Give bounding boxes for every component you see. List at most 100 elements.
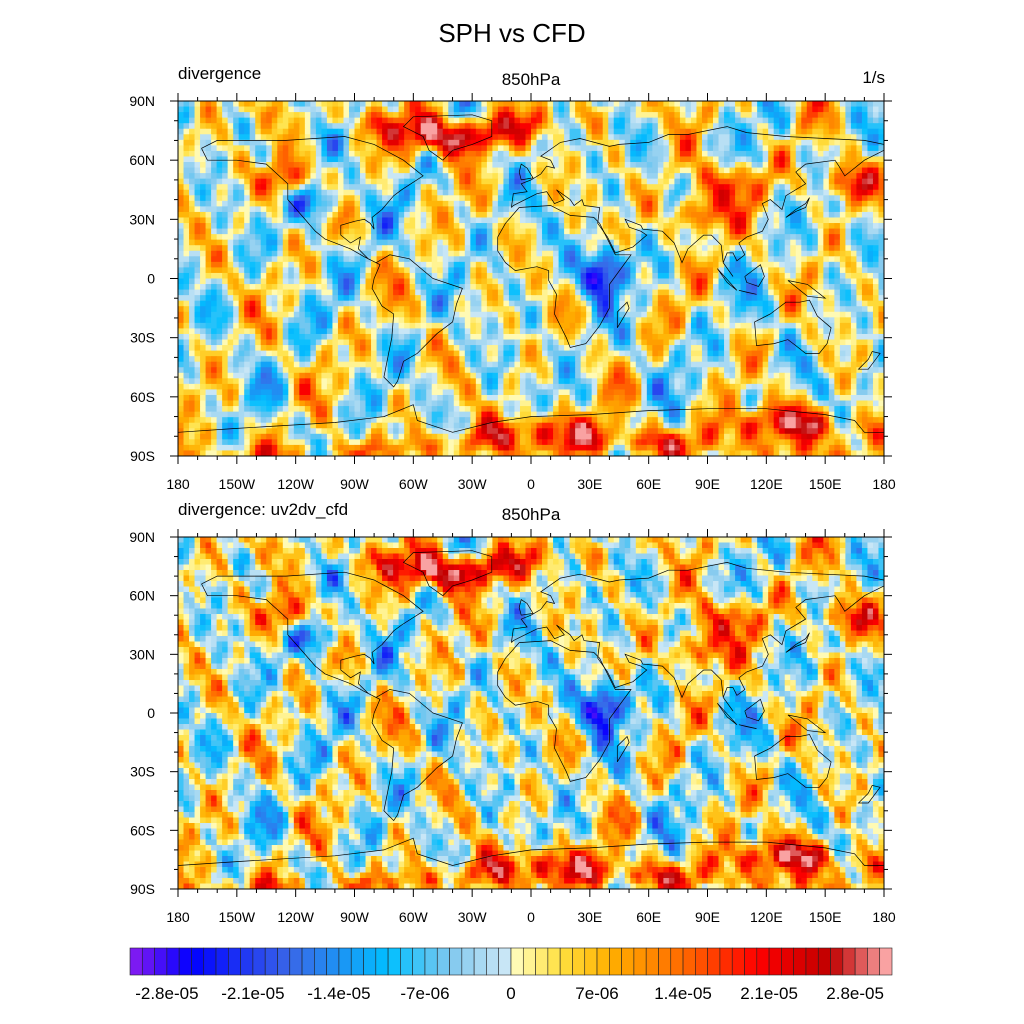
field-cell	[597, 289, 604, 296]
field-cell	[773, 211, 780, 218]
field-cell	[586, 295, 593, 302]
field-cell	[779, 217, 786, 224]
field-cell	[183, 217, 190, 224]
field-cell	[608, 206, 615, 213]
field-cell	[178, 211, 184, 218]
field-cell	[222, 145, 229, 152]
field-cell	[293, 295, 300, 302]
field-cell	[867, 228, 874, 235]
field-cell	[288, 139, 295, 146]
field-cell	[757, 117, 764, 124]
field-cell	[415, 134, 422, 141]
field-cell	[613, 123, 620, 130]
field-cell	[580, 167, 587, 174]
field-cell	[641, 239, 648, 246]
field-cell	[514, 295, 521, 302]
field-cell	[514, 278, 521, 285]
field-cell	[597, 267, 604, 274]
field-cell	[746, 217, 753, 224]
field-cell	[288, 173, 295, 180]
field-cell	[382, 278, 388, 285]
field-cell	[326, 162, 333, 168]
field-cell	[299, 101, 306, 107]
field-cell	[310, 311, 317, 318]
field-cell	[183, 289, 190, 296]
field-cell	[652, 112, 659, 119]
field-cell	[200, 223, 206, 229]
field-cell	[845, 267, 852, 274]
field-cell	[348, 206, 355, 213]
field-cell	[553, 217, 559, 224]
field-cell	[442, 128, 449, 135]
field-cell	[553, 162, 559, 168]
field-cell	[426, 228, 433, 235]
field-cell	[768, 234, 775, 241]
field-cell	[178, 239, 184, 246]
field-cell	[690, 184, 697, 191]
field-cell	[547, 228, 554, 235]
field-cell	[553, 117, 559, 124]
field-cell	[839, 223, 846, 229]
field-cell	[801, 150, 808, 157]
field-cell	[337, 256, 344, 263]
field-cell	[801, 284, 808, 290]
field-cell	[718, 311, 725, 318]
field-cell	[387, 184, 394, 191]
field-cell	[382, 272, 388, 279]
field-cell	[299, 178, 306, 185]
field-cell	[183, 134, 190, 141]
field-cell	[608, 239, 615, 246]
field-cell	[536, 267, 543, 274]
field-cell	[227, 167, 234, 174]
field-cell	[558, 101, 565, 107]
field-cell	[801, 128, 808, 135]
field-cell	[668, 289, 675, 296]
field-cell	[442, 145, 449, 152]
field-cell	[690, 167, 697, 174]
field-cell	[382, 239, 388, 246]
field-cell	[867, 234, 874, 241]
field-cell	[768, 134, 775, 141]
field-cell	[288, 134, 295, 141]
field-cell	[194, 284, 201, 290]
field-cell	[735, 134, 741, 141]
field-cell	[817, 162, 824, 168]
field-cell	[729, 128, 736, 135]
field-cell	[878, 173, 885, 180]
field-cell	[304, 178, 311, 185]
field-cell	[668, 228, 675, 235]
field-cell	[850, 206, 857, 213]
field-cell	[470, 234, 477, 241]
field-cell	[492, 112, 499, 119]
field-cell	[503, 195, 510, 202]
field-cell	[453, 295, 460, 302]
field-cell	[558, 145, 565, 152]
field-cell	[354, 117, 361, 124]
field-cell	[497, 245, 504, 252]
field-cell	[674, 195, 681, 202]
field-cell	[409, 261, 416, 268]
field-cell	[343, 217, 350, 224]
field-cell	[282, 245, 289, 252]
field-cell	[277, 195, 284, 202]
field-cell	[834, 123, 841, 130]
field-cell	[448, 173, 455, 180]
field-cell	[768, 278, 775, 285]
field-cell	[531, 300, 537, 307]
field-cell	[360, 300, 366, 307]
field-cell	[343, 117, 350, 124]
field-cell	[724, 284, 730, 290]
field-cell	[310, 206, 317, 213]
field-cell	[602, 195, 609, 202]
field-cell	[398, 211, 405, 218]
field-cell	[641, 250, 648, 257]
field-cell	[249, 256, 256, 263]
field-cell	[222, 206, 229, 213]
field-cell	[249, 189, 256, 196]
field-cell	[696, 195, 703, 202]
field-cell	[542, 117, 548, 124]
field-cell	[310, 101, 317, 107]
field-cell	[757, 211, 764, 218]
field-cell	[674, 278, 681, 285]
field-cell	[183, 162, 190, 168]
